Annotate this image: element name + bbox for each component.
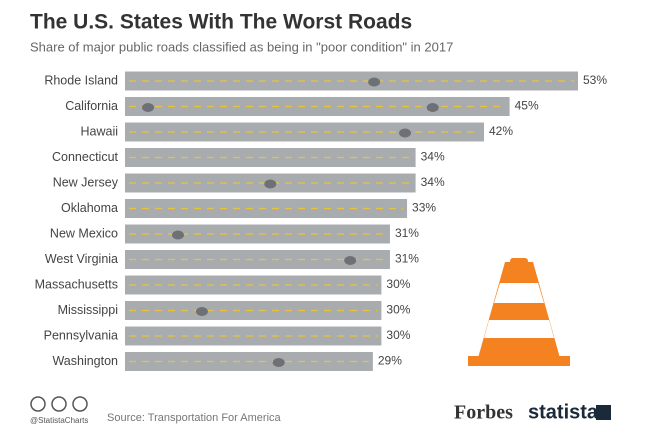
source: Source: Transportation For America [107, 412, 282, 424]
value-label: 42% [489, 124, 513, 138]
bar [125, 224, 390, 244]
category-label: Oklahoma [61, 201, 118, 215]
value-label: 34% [421, 175, 445, 189]
pothole [399, 128, 412, 138]
pothole [426, 103, 439, 112]
value-label: 53% [583, 73, 607, 87]
category-label: New Jersey [53, 175, 119, 189]
value-label: 33% [412, 201, 436, 215]
bars: Rhode Island 53% California 45% Hawaii 42% Con… [35, 71, 607, 371]
bar [125, 275, 382, 295]
category-label: Hawaii [80, 124, 118, 138]
bar [125, 148, 416, 167]
bar [125, 326, 382, 346]
category-label: Connecticut [52, 150, 119, 164]
handle: @StatistaCharts [30, 416, 88, 425]
value-label: 34% [421, 150, 445, 164]
brand-logo [596, 405, 611, 420]
bar [125, 199, 408, 218]
pothole [272, 358, 285, 367]
category-label: California [65, 99, 118, 113]
chart-title: The U.S. States With The Worst Roads [30, 11, 412, 34]
value-label: 30% [386, 277, 410, 291]
category-label: New Mexico [50, 226, 118, 240]
value-label: 31% [395, 252, 419, 266]
bar [125, 301, 382, 320]
chart-subtitle: Share of major public roads classified a… [30, 39, 453, 54]
value-label: 29% [378, 354, 402, 368]
license-icons [30, 396, 88, 412]
value-label: 30% [386, 303, 410, 317]
traffic-cone [468, 258, 570, 366]
category-label: Rhode Island [44, 73, 118, 87]
pothole [195, 307, 208, 316]
pothole [171, 230, 184, 240]
category-label: Mississippi [58, 303, 118, 317]
pothole [344, 256, 357, 265]
bar [125, 250, 390, 269]
value-label: 31% [395, 226, 419, 240]
value-label: 30% [386, 328, 410, 342]
category-label: Massachusetts [35, 277, 118, 291]
pothole [368, 77, 381, 87]
category-label: West Virginia [45, 252, 118, 266]
brand-forbes: Forbes [454, 402, 513, 424]
value-label: 45% [515, 99, 539, 113]
brand-statista: statista [528, 401, 599, 423]
pothole [142, 103, 155, 112]
category-label: Washington [52, 354, 118, 368]
pothole [264, 179, 277, 189]
category-label: Pennsylvania [44, 328, 118, 342]
